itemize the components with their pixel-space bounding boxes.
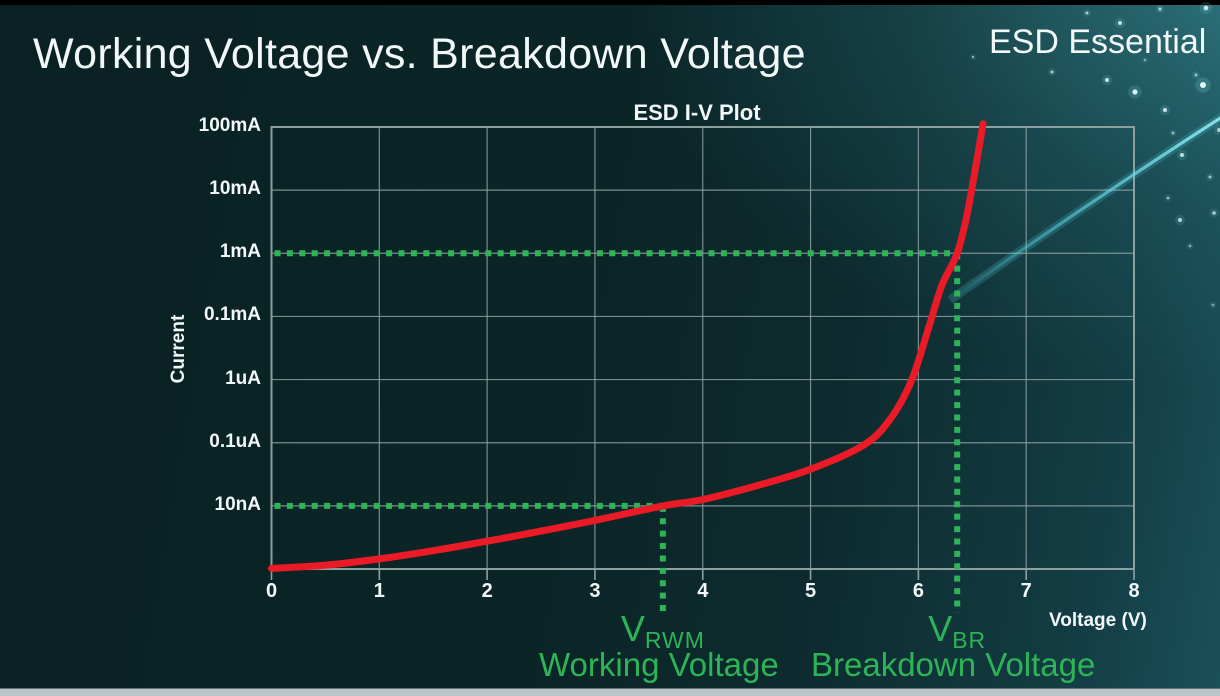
voltage-symbol: V: [620, 608, 645, 649]
iv-curve: [268, 120, 987, 572]
chart-title: ESD I-V Plot: [633, 100, 761, 125]
slide-title: Working Voltage vs. Breakdown Voltage: [33, 30, 806, 78]
brand-text: ESD Essential: [989, 23, 1207, 61]
x-tick-label: 3: [589, 580, 601, 602]
top-edge-strip: [0, 0, 1220, 5]
x-tick-label: 7: [1020, 580, 1032, 602]
y-tick-label: 0.1uA: [209, 430, 261, 452]
voltage-caption: Working Voltage: [539, 646, 779, 683]
x-tick-label: 2: [481, 580, 493, 602]
x-tick-label: 4: [697, 580, 709, 602]
x-axis-tick-marks: [270, 569, 1135, 580]
voltage-symbol-subscript: RWM: [644, 627, 705, 653]
x-axis-label: Voltage (V): [1049, 610, 1147, 631]
x-tick-label: 5: [805, 580, 817, 602]
bottom-edge-strip: [0, 688, 1220, 696]
x-tick-label: 0: [265, 580, 278, 602]
voltage-symbol-label: VBR: [928, 608, 986, 652]
decor-stars: [969, 1, 1220, 309]
y-tick-label: 0.1mA: [203, 304, 261, 326]
voltage-caption: Breakdown Voltage: [811, 646, 1096, 683]
y-tick-label: 10nA: [214, 493, 261, 515]
annotation-guides: [274, 250, 961, 613]
y-tick-label: 1uA: [225, 367, 261, 389]
y-tick-label: 10mA: [209, 178, 261, 200]
voltage-symbol: V: [928, 608, 953, 649]
x-tick-label: 1: [373, 580, 385, 602]
x-tick-label: 8: [1128, 580, 1140, 602]
x-tick-label: 6: [912, 580, 924, 602]
y-tick-label: 1mA: [219, 241, 261, 263]
voltage-symbol-label: VRWM: [620, 608, 705, 652]
decor-beam: [949, 116, 1220, 302]
voltage-symbol-subscript: BR: [952, 627, 987, 653]
y-tick-label: 100mA: [198, 115, 261, 136]
